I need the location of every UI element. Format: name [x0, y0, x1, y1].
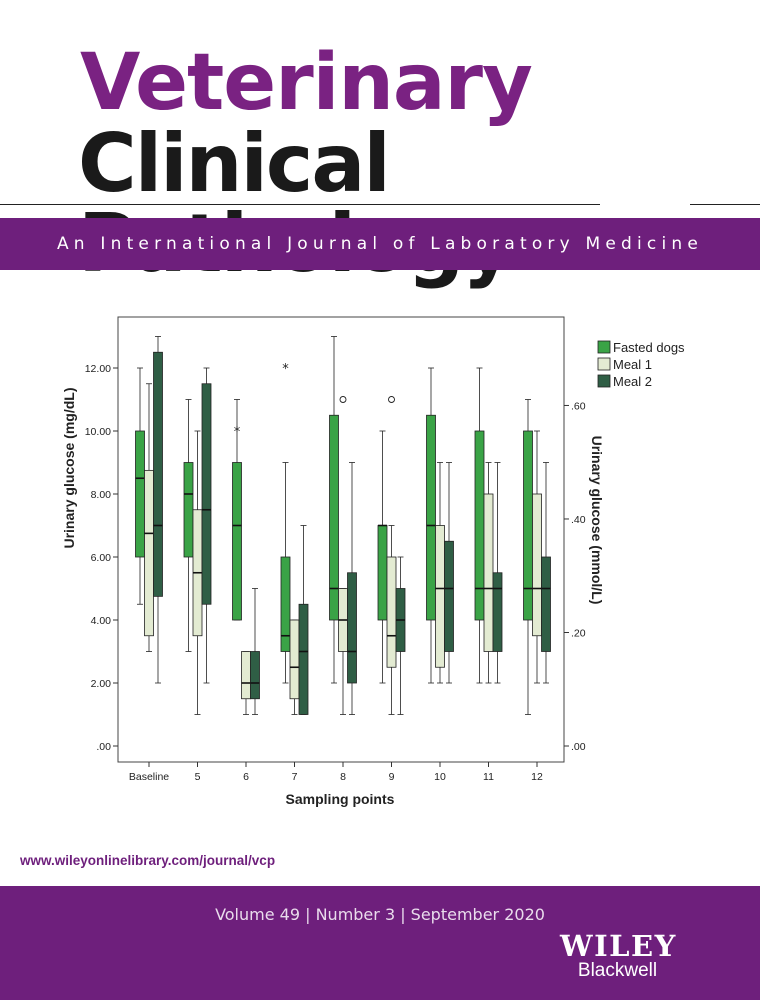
legend-swatch — [597, 374, 611, 388]
box-body — [298, 603, 309, 715]
box-body — [492, 572, 503, 652]
y2-axis-label: Urinary glucose (mmol/L) — [589, 436, 605, 605]
x-tick-label: 11 — [483, 771, 494, 783]
box-meal-2 — [250, 588, 260, 715]
subtitle-band: An International Journal of Laboratory M… — [0, 218, 760, 270]
x-tick-label: 9 — [389, 771, 395, 783]
x-tick-label: 5 — [195, 771, 201, 783]
box-body — [232, 462, 242, 621]
box-fasted-dogs — [183, 399, 194, 652]
box-fasted-dogs — [329, 336, 339, 684]
legend-swatch — [597, 340, 611, 354]
box-body — [250, 651, 260, 700]
extreme-point: * — [282, 362, 289, 377]
box-body — [444, 540, 454, 652]
y-tick-label: 8.00 — [91, 489, 112, 501]
box-body — [386, 556, 397, 668]
x-axis-label: Sampling points — [286, 791, 395, 807]
box-meal-2 — [153, 336, 163, 684]
legend-label: Meal 2 — [613, 374, 652, 389]
box-body — [541, 556, 551, 652]
y-tick-label: 4.00 — [91, 615, 112, 627]
extreme-point: * — [234, 425, 241, 440]
title-rule-right — [690, 204, 760, 205]
x-tick-label: 12 — [531, 771, 543, 783]
y2-tick-label: .00 — [571, 741, 586, 753]
box-meal-1 — [241, 651, 251, 715]
box-body — [241, 651, 251, 700]
box-meal-2 — [347, 462, 357, 715]
title-rule — [0, 204, 600, 205]
y2-tick-label: .20 — [571, 627, 586, 639]
cover-chart: .00 2.00 4.00 6.00 8.00 10.00 12.00 .00 .20 .40 .6… — [0, 300, 760, 820]
box-body — [474, 430, 485, 621]
outlier-point — [388, 396, 395, 403]
footer-band — [0, 886, 760, 1000]
legend-swatch — [597, 357, 611, 371]
box-body — [426, 414, 436, 621]
box-body — [201, 383, 212, 605]
box-body — [153, 351, 163, 597]
box-body — [377, 525, 388, 621]
box-body — [144, 469, 154, 637]
box-meal-2 — [395, 556, 406, 715]
box-body — [347, 572, 357, 684]
box-body — [532, 493, 542, 637]
boxplot-chart: .00 2.00 4.00 6.00 8.00 10.00 12.00 .00 .20 .40 .6… — [61, 316, 685, 807]
box-body — [483, 493, 494, 652]
box-body — [280, 556, 291, 652]
legend-label: Fasted dogs — [613, 340, 685, 355]
y-tick-label: 12.00 — [85, 363, 111, 375]
x-tick-label: 8 — [340, 771, 346, 783]
box-meal-1 — [192, 430, 203, 715]
journal-url-link[interactable]: www.wileyonlinelibrary.com/journal/vcp — [20, 853, 276, 868]
box-body — [183, 462, 194, 558]
box-fasted-dogs: * — [232, 399, 242, 621]
y-tick-label: 6.00 — [91, 552, 112, 564]
box-body — [289, 619, 300, 700]
box-meal-1 — [483, 462, 494, 684]
x-tick-label: Baseline — [129, 771, 169, 783]
box-body — [135, 430, 145, 558]
box-fasted-dogs — [523, 399, 533, 715]
legend-label: Meal 1 — [613, 357, 652, 372]
box-meal-2 — [541, 462, 551, 684]
issue-info: Volume 49 | Number 3 | September 2020 — [215, 905, 545, 924]
y-tick-label: .00 — [96, 741, 111, 753]
publisher-name-top: WILEY — [560, 929, 677, 963]
box-body — [523, 430, 533, 621]
publisher-logo: WILEY Blackwell — [560, 932, 675, 981]
y-tick-label: 2.00 — [91, 678, 112, 690]
box-meal-2 — [201, 367, 212, 684]
y-tick-label: 10.00 — [85, 426, 111, 438]
y-axis-label: Urinary glucose (mg/dL) — [61, 387, 77, 548]
x-tick-label: 7 — [292, 771, 298, 783]
box-meal-2 — [444, 462, 454, 684]
box-meal-2 — [298, 525, 309, 715]
box-meal-1 — [338, 396, 348, 715]
y2-tick-label: .60 — [571, 400, 586, 412]
box-body — [435, 525, 445, 668]
publisher-name-bottom: Blackwell — [577, 960, 658, 981]
x-tick-label: 10 — [434, 771, 446, 783]
box-meal-2 — [492, 462, 503, 684]
box-fasted-dogs — [135, 367, 145, 605]
y2-tick-label: .40 — [571, 514, 586, 526]
box-fasted-dogs: * — [280, 362, 291, 684]
journal-title-line1: Veterinary — [80, 38, 533, 128]
journal-subtitle: An International Journal of Laboratory M… — [56, 234, 704, 254]
outlier-point — [339, 396, 347, 403]
box-body — [329, 414, 339, 621]
x-tick-label: 6 — [243, 771, 249, 783]
box-fasted-dogs — [426, 367, 436, 684]
